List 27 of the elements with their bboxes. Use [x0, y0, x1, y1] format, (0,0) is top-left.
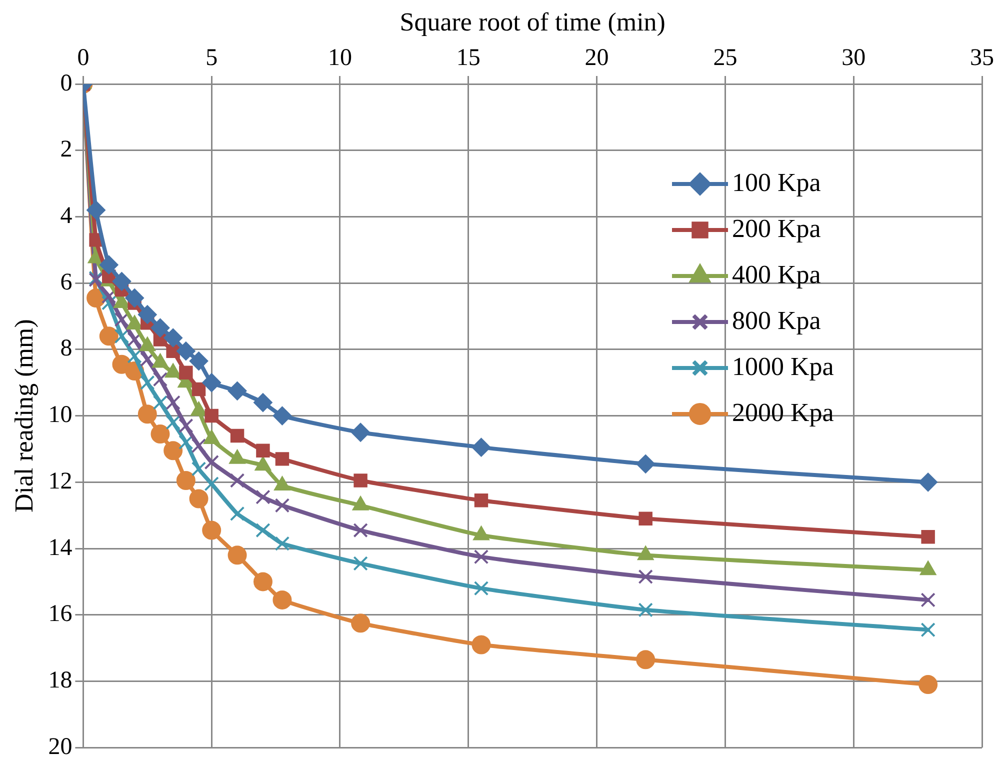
legend-label: 1000 Kpa	[732, 352, 834, 381]
y-tick-label: 4	[60, 203, 72, 230]
legend-label: 400 Kpa	[732, 260, 822, 289]
y-tick-label: 6	[60, 269, 72, 296]
x-tick-label: 25	[713, 44, 738, 71]
x-tick-label: 10	[328, 44, 352, 71]
legend-label: 2000 Kpa	[732, 398, 834, 427]
x-tick-label: 5	[206, 44, 218, 71]
y-tick-label: 12	[48, 468, 72, 494]
legend-label: 200 Kpa	[732, 214, 822, 243]
y-tick-label: 16	[48, 601, 72, 628]
y-tick-label: 20	[48, 734, 72, 760]
x-tick-label: 0	[77, 44, 90, 71]
y-tick-label: 0	[60, 70, 72, 96]
legend-label: 100 Kpa	[732, 168, 822, 197]
x-tick-label: 35	[970, 44, 994, 71]
y-axis-title: Dial reading (mm)	[9, 319, 38, 513]
y-tick-label: 10	[48, 402, 72, 428]
x-tick-label: 15	[456, 44, 480, 71]
x-axis-title: Square root of time (min)	[400, 7, 666, 36]
x-tick-label: 30	[842, 44, 866, 71]
y-tick-label: 8	[60, 336, 72, 362]
x-tick-label: 20	[584, 44, 609, 71]
legend-label: 800 Kpa	[732, 306, 822, 335]
y-tick-label: 14	[48, 534, 72, 561]
y-tick-label: 2	[60, 136, 72, 163]
y-tick-label: 18	[48, 668, 72, 694]
